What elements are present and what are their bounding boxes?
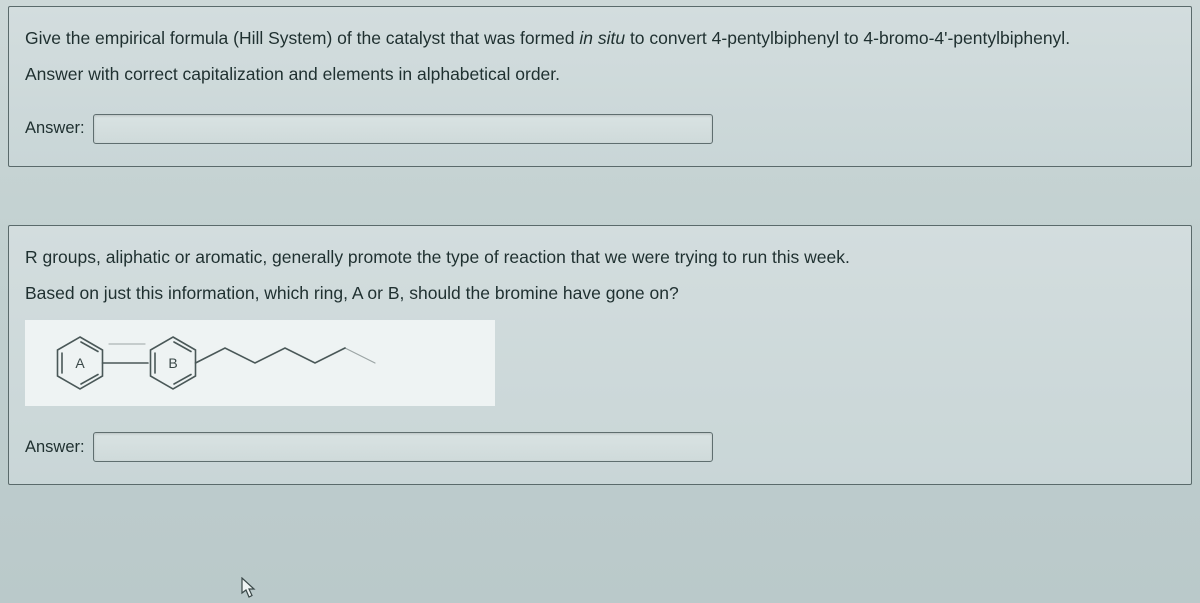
q1-line2: Answer with correct capitalization and e…	[25, 61, 1175, 87]
q1-answer-label: Answer:	[25, 119, 85, 138]
molecule-diagram: A B	[25, 320, 1175, 406]
molecule-svg: A B	[25, 320, 495, 406]
q2-answer-label: Answer:	[25, 438, 85, 457]
q1-text-italic: in situ	[579, 28, 625, 48]
q1-answer-input[interactable]	[93, 114, 713, 144]
ring-b-label: B	[168, 355, 177, 371]
quiz-screen: Give the empirical formula (Hill System)…	[0, 0, 1200, 603]
q2-answer-input[interactable]	[93, 432, 713, 462]
mol-bg	[25, 320, 495, 406]
q1-text-b: to convert 4-pentylbiphenyl to 4-bromo-4…	[625, 28, 1070, 48]
ring-a-label: A	[75, 355, 85, 371]
q2-line2: Based on just this information, which ri…	[25, 280, 1175, 306]
q1-text-a: Give the empirical formula (Hill System)…	[25, 28, 579, 48]
question-2-box: R groups, aliphatic or aromatic, general…	[8, 225, 1192, 486]
q2-answer-row: Answer:	[25, 432, 1175, 462]
q1-line1: Give the empirical formula (Hill System)…	[25, 25, 1175, 51]
question-1-box: Give the empirical formula (Hill System)…	[8, 6, 1192, 167]
q1-answer-row: Answer:	[25, 114, 1175, 144]
q2-line1: R groups, aliphatic or aromatic, general…	[25, 244, 1175, 270]
cursor-icon	[240, 577, 258, 599]
